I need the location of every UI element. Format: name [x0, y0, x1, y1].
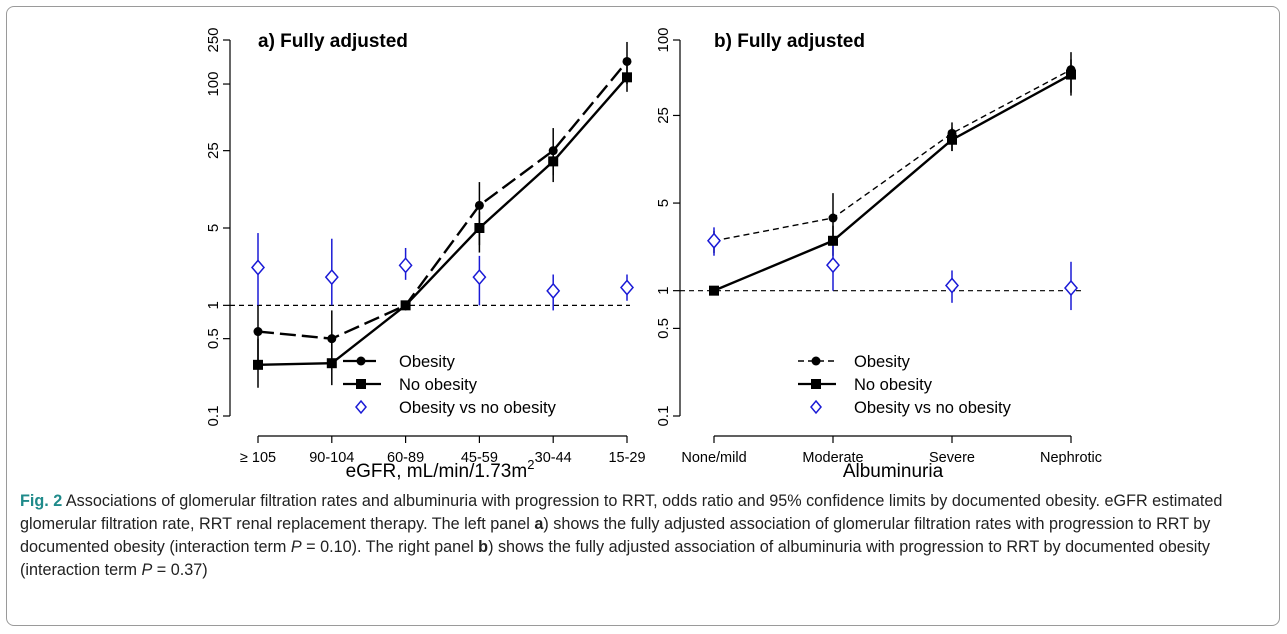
legend-marker-diamond: [810, 399, 822, 415]
series-line: [257, 60, 628, 340]
legend-label: Obesity: [854, 353, 911, 371]
legend-label: Obesity vs no obesity: [399, 399, 557, 417]
y-tick-label: 5: [205, 224, 222, 232]
data-point-diamond: [546, 282, 561, 300]
x-tick-label: Moderate: [802, 450, 863, 466]
legend-marker-square: [811, 379, 821, 389]
y-tick-label: 1: [205, 301, 222, 309]
figure-frame: [6, 6, 1280, 626]
y-tick-label: 100: [655, 27, 672, 52]
x-tick-label: Severe: [929, 450, 975, 466]
series-line: [257, 76, 628, 367]
caption-p-value-a: = 0.10). The right panel: [301, 538, 479, 556]
data-point-square: [326, 358, 337, 369]
legend-label: No obesity: [854, 376, 933, 394]
legend-marker-circle: [811, 356, 821, 366]
panel-title: b) Fully adjusted: [714, 31, 865, 52]
x-axis-label-superscript: 2: [527, 457, 534, 472]
y-tick-label: 0.1: [205, 406, 222, 427]
y-tick-label: 25: [655, 107, 672, 124]
panel-a-chart: 0.1 0.5 1 5 25 100 250 ≥ 105 90-104 60-89 45-59 30-…: [205, 27, 646, 482]
x-tick-label: ≥ 105: [240, 450, 276, 466]
figure-caption: Fig. 2 Associations of glomerular filtra…: [20, 490, 1270, 582]
legend-label: Obesity: [399, 353, 456, 371]
data-point-circle: [327, 334, 337, 344]
x-axis-label: eGFR, mL/min/1.73m2: [346, 457, 535, 482]
data-point-circle: [622, 56, 632, 66]
data-point-square: [474, 223, 485, 233]
y-tick-label: 1: [655, 286, 672, 294]
data-point-diamond: [826, 256, 840, 274]
x-tick-label: 15-29: [608, 450, 645, 466]
data-point-circle: [828, 213, 838, 223]
legend-label: No obesity: [399, 376, 478, 394]
x-tick-label: 30-44: [535, 450, 572, 466]
data-point-diamond: [945, 277, 959, 294]
data-point-diamond: [324, 268, 339, 286]
caption-p-symbol-a: P: [290, 538, 302, 556]
data-point-diamond: [707, 232, 721, 249]
data-point-diamond: [251, 259, 265, 276]
data-point-square: [1066, 69, 1076, 80]
caption-figure-label: Fig. 2: [20, 492, 63, 510]
data-point-circle: [548, 146, 558, 156]
data-point-square: [709, 285, 719, 296]
series-line: [713, 69, 1072, 242]
caption-text-2: ) shows the fully adjusted association o…: [20, 515, 1211, 556]
data-point-square: [947, 134, 957, 145]
y-tick-label: 5: [655, 199, 672, 207]
y-tick-label: 100: [205, 72, 222, 97]
x-tick-label: None/mild: [681, 450, 746, 466]
data-point-square: [548, 156, 559, 167]
legend-marker-diamond: [355, 399, 367, 415]
x-tick-label: 90-104: [309, 450, 354, 466]
y-tick-label: 250: [205, 27, 222, 52]
legend-marker-circle: [356, 356, 366, 366]
data-point-circle: [474, 200, 484, 210]
caption-text-3: ) shows the fully adjusted association o…: [20, 538, 1210, 579]
data-point-diamond: [398, 257, 413, 274]
data-point-diamond: [620, 279, 634, 296]
data-point-square: [828, 235, 838, 246]
x-tick-label: 60-89: [387, 450, 424, 466]
data-point-circle: [253, 327, 263, 337]
legend-label: Obesity vs no obesity: [854, 399, 1012, 417]
x-tick-label: Nephrotic: [1040, 450, 1102, 466]
caption-p-value-b: = 0.37): [152, 561, 208, 579]
panel-b-chart: 0.1 0.5 1 5 25 100 None/mild Moderate Severe Neph…: [655, 27, 1102, 482]
y-tick-label: 0.1: [655, 406, 672, 427]
data-point-square: [253, 359, 263, 370]
panel-title: a) Fully adjusted: [258, 31, 408, 52]
caption-text-1: Associations of glomerular filtration ra…: [20, 492, 1223, 533]
caption-panel-a-ref: a: [534, 515, 544, 533]
data-point-square: [622, 72, 632, 83]
series-line: [713, 73, 1072, 292]
x-axis-label: Albuminuria: [843, 461, 944, 482]
y-tick-label: 0.5: [655, 318, 672, 339]
y-tick-label: 25: [205, 142, 222, 159]
caption-panel-b-ref: b: [478, 538, 489, 556]
legend-marker-square: [356, 379, 366, 389]
x-tick-label: 45-59: [461, 450, 498, 466]
data-point-diamond: [1064, 279, 1078, 297]
data-point-diamond: [472, 268, 487, 286]
caption-p-symbol-b: P: [141, 561, 153, 579]
y-tick-label: 0.5: [205, 328, 222, 349]
data-point-square: [400, 300, 411, 311]
